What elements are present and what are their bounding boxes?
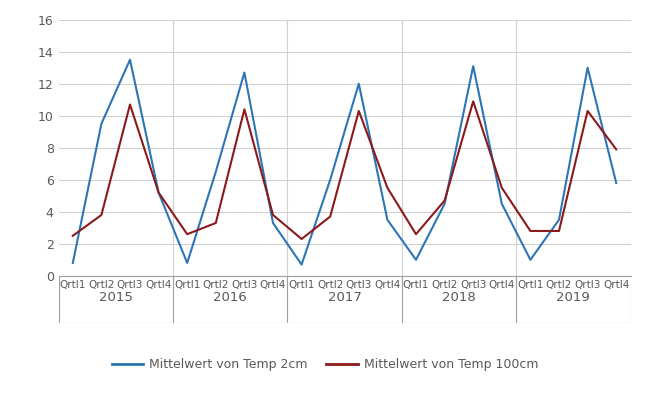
Mittelwert von Temp 2cm <box>384 217 391 222</box>
Mittelwert von Temp 100cm <box>298 237 305 242</box>
Mittelwert von Temp 2cm <box>355 82 363 86</box>
Mittelwert von Temp 2cm <box>412 257 420 262</box>
Mittelwert von Temp 2cm <box>98 121 105 126</box>
Text: 2017: 2017 <box>328 291 361 303</box>
Text: 2016: 2016 <box>213 291 247 303</box>
Text: 2018: 2018 <box>442 291 476 303</box>
Mittelwert von Temp 2cm <box>212 169 220 174</box>
Mittelwert von Temp 2cm <box>155 190 162 195</box>
Mittelwert von Temp 100cm <box>612 147 620 152</box>
Mittelwert von Temp 2cm <box>498 201 506 206</box>
Mittelwert von Temp 100cm <box>98 213 105 217</box>
Mittelwert von Temp 100cm <box>269 213 277 217</box>
Mittelwert von Temp 100cm <box>183 232 191 236</box>
Mittelwert von Temp 2cm <box>469 64 477 69</box>
Text: 2019: 2019 <box>556 291 590 303</box>
Mittelwert von Temp 2cm <box>441 201 448 206</box>
Mittelwert von Temp 2cm <box>69 261 77 266</box>
Line: Mittelwert von Temp 100cm: Mittelwert von Temp 100cm <box>73 101 616 239</box>
Mittelwert von Temp 100cm <box>412 232 420 236</box>
Mittelwert von Temp 100cm <box>441 198 448 203</box>
Mittelwert von Temp 100cm <box>469 99 477 104</box>
Mittelwert von Temp 2cm <box>298 262 305 267</box>
Mittelwert von Temp 100cm <box>326 214 334 219</box>
Mittelwert von Temp 100cm <box>555 229 563 233</box>
Mittelwert von Temp 100cm <box>384 186 391 190</box>
Mittelwert von Temp 100cm <box>584 109 592 113</box>
Mittelwert von Temp 100cm <box>526 229 534 233</box>
Mittelwert von Temp 2cm <box>240 70 248 75</box>
Text: 2015: 2015 <box>99 291 133 303</box>
Mittelwert von Temp 2cm <box>269 221 277 225</box>
Mittelwert von Temp 2cm <box>126 58 134 62</box>
Mittelwert von Temp 2cm <box>526 257 534 262</box>
Mittelwert von Temp 100cm <box>498 186 506 190</box>
Mittelwert von Temp 2cm <box>555 217 563 222</box>
Mittelwert von Temp 2cm <box>326 177 334 182</box>
Mittelwert von Temp 100cm <box>355 109 363 113</box>
Legend: Mittelwert von Temp 2cm, Mittelwert von Temp 100cm: Mittelwert von Temp 2cm, Mittelwert von … <box>107 353 543 376</box>
Line: Mittelwert von Temp 2cm: Mittelwert von Temp 2cm <box>73 60 616 265</box>
Mittelwert von Temp 2cm <box>612 180 620 185</box>
Mittelwert von Temp 100cm <box>212 221 220 225</box>
Mittelwert von Temp 100cm <box>240 107 248 112</box>
Mittelwert von Temp 2cm <box>584 65 592 70</box>
Mittelwert von Temp 100cm <box>126 102 134 107</box>
Mittelwert von Temp 2cm <box>183 261 191 266</box>
Mittelwert von Temp 100cm <box>69 233 77 238</box>
Mittelwert von Temp 100cm <box>155 190 162 195</box>
